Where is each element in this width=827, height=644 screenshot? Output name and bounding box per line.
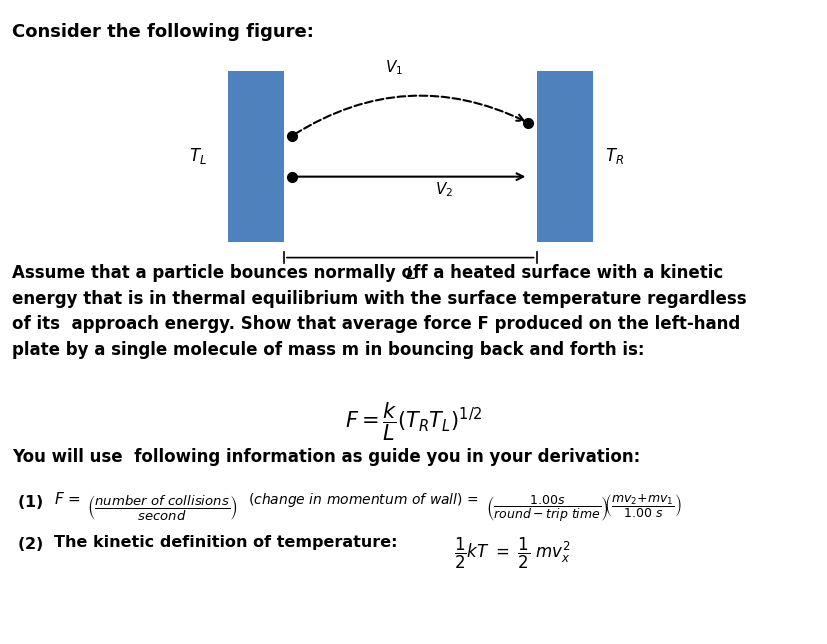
Text: $\mathbf{(2)}$: $\mathbf{(2)}$: [17, 535, 43, 553]
Bar: [227, 71, 284, 242]
Text: You will use  following information as guide you in your derivation:: You will use following information as gu…: [12, 448, 640, 466]
Text: $\mathit{F} = \dfrac{k}{L}(T_R T_L)^{1/2}$: $\mathit{F} = \dfrac{k}{L}(T_R T_L)^{1/2…: [345, 401, 482, 443]
Bar: [536, 71, 592, 242]
Text: $\left(\dfrac{\mathit{number\ of\ collisions}}{\mathit{second}}\right)$: $\left(\dfrac{\mathit{number\ of\ collis…: [87, 493, 237, 522]
FancyArrowPatch shape: [294, 173, 523, 180]
Text: $\mathit{F}$ =: $\mathit{F}$ =: [54, 491, 80, 507]
Text: $V_2$: $V_2$: [435, 180, 452, 198]
Text: $\left(\dfrac{1.00s}{\mathit{round-trip\ time}}\right)\!\!\left(\dfrac{mv_2{+}mv: $\left(\dfrac{1.00s}{\mathit{round-trip\…: [485, 493, 681, 524]
Text: $\mathbf{(1)}$: $\mathbf{(1)}$: [17, 493, 43, 511]
Text: The kinetic definition of temperature:: The kinetic definition of temperature:: [54, 535, 403, 549]
Text: $V_1$: $V_1$: [385, 59, 402, 77]
Text: Assume that a particle bounces normally off a heated surface with a kinetic
ener: Assume that a particle bounces normally …: [12, 264, 746, 359]
Bar: [284, 71, 536, 242]
Text: Consider the following figure:: Consider the following figure:: [12, 23, 314, 41]
Text: $\mathit{(change\ in\ momentum\ of\ wall)}$ =: $\mathit{(change\ in\ momentum\ of\ wall…: [248, 491, 479, 509]
Text: $\dfrac{1}{2}kT\ =\ \dfrac{1}{2}\ mv_x^2$: $\dfrac{1}{2}kT\ =\ \dfrac{1}{2}\ mv_x^2…: [453, 536, 570, 571]
FancyArrowPatch shape: [294, 95, 523, 134]
Text: $T_R$: $T_R$: [605, 146, 624, 166]
Text: $L$: $L$: [404, 265, 415, 283]
Text: $T_L$: $T_L$: [189, 146, 207, 166]
